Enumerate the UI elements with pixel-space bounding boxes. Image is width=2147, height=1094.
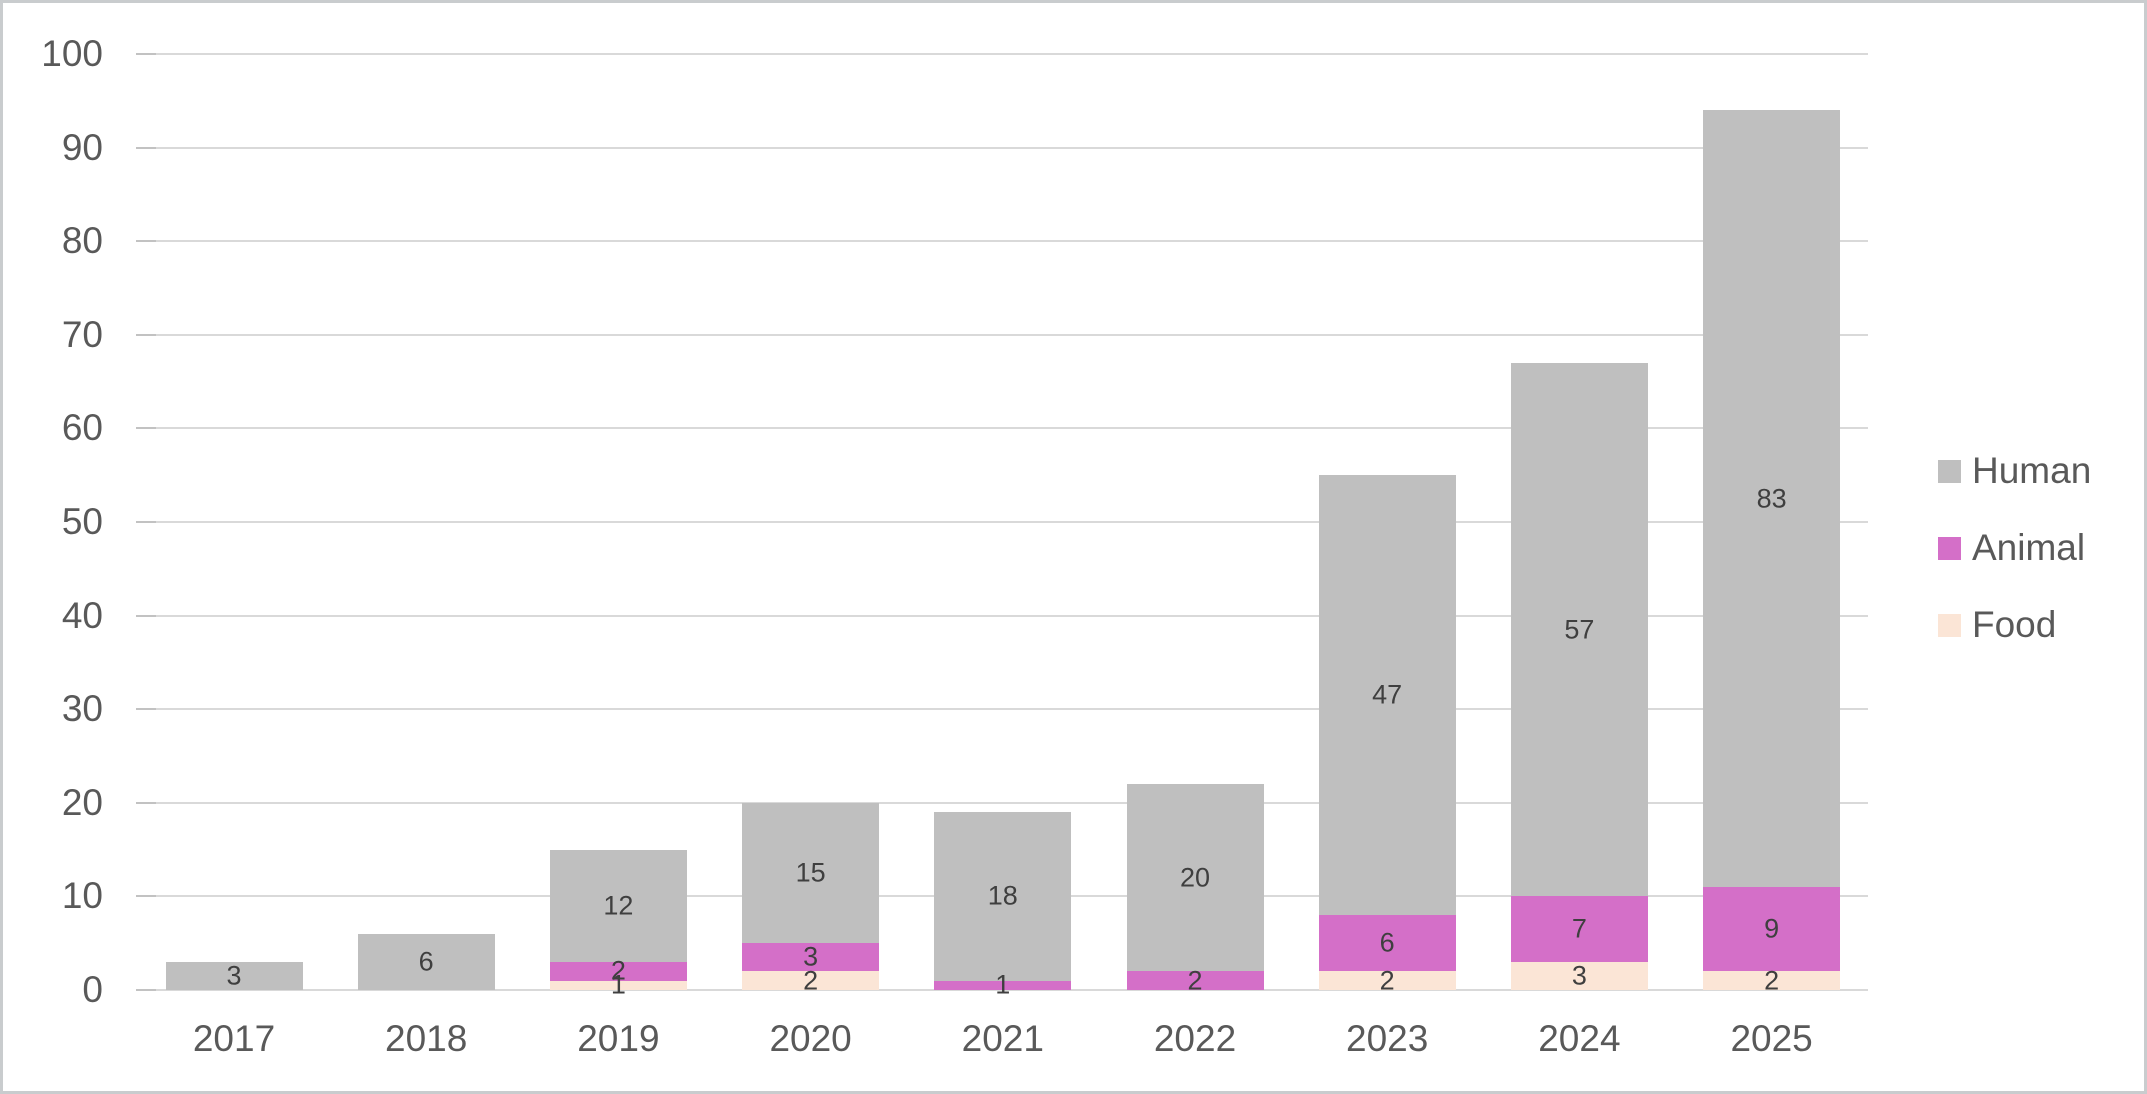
legend-swatch-food-icon xyxy=(1938,613,1961,637)
y-axis-tick xyxy=(136,521,156,523)
bar-segment-human-2017 xyxy=(165,961,303,990)
data-label-food-2020: 2 xyxy=(803,965,819,996)
y-axis-label: 80 xyxy=(61,220,103,262)
data-label-human-2017: 3 xyxy=(226,960,242,991)
bar-segment-animal-2025 xyxy=(1703,887,1841,972)
data-label-human-2022: 20 xyxy=(1179,862,1211,893)
legend-label-food: Food xyxy=(1972,604,2057,645)
data-label-animal-2023: 6 xyxy=(1379,927,1395,958)
bar-segment-human-2020 xyxy=(742,802,880,944)
bar-segment-animal-2020 xyxy=(742,943,880,972)
y-axis-tick xyxy=(136,240,156,243)
gridline-y-40 xyxy=(136,614,1868,617)
bar-segment-food-2023 xyxy=(1318,971,1456,990)
y-axis-label: 60 xyxy=(61,407,103,449)
bar-segment-human-2025 xyxy=(1703,110,1841,888)
bar-segment-food-2025 xyxy=(1703,971,1841,990)
y-axis-tick xyxy=(136,801,156,804)
y-axis-label: 10 xyxy=(61,875,103,917)
y-axis-label: 30 xyxy=(61,688,103,730)
bar-segment-food-2019 xyxy=(549,980,687,990)
gridline-y-80 xyxy=(136,240,1868,243)
x-axis-label-2024: 2024 xyxy=(1538,1018,1621,1059)
bar-segment-animal-2019 xyxy=(549,961,687,981)
bar-segment-food-2024 xyxy=(1510,961,1648,990)
bar-segment-human-2024 xyxy=(1510,362,1648,897)
data-label-food-2019: 1 xyxy=(610,969,626,1000)
y-axis-tick xyxy=(136,53,156,55)
stacked-bar-chart: 0 10 20 30 40 50 60 70 80 90 100 2017 2018 2019 2020 20… xyxy=(3,3,2144,1091)
bar-segment-human-2018 xyxy=(357,933,495,990)
data-label-human-2025: 83 xyxy=(1756,483,1787,514)
x-axis-label-2023: 2023 xyxy=(1346,1018,1429,1059)
x-axis-label-2021: 2021 xyxy=(961,1018,1044,1059)
bar-segment-human-2021 xyxy=(934,812,1072,981)
legend-item-animal: Animal xyxy=(1938,527,2085,569)
y-axis-tick xyxy=(136,146,156,149)
gridline-y-50 xyxy=(136,521,1868,523)
data-label-human-2024: 57 xyxy=(1564,614,1595,645)
legend-swatch-human-icon xyxy=(1938,459,1961,483)
gridline-y-90 xyxy=(136,146,1868,149)
y-axis-label: 20 xyxy=(61,781,103,823)
bar-segment-food-2020 xyxy=(742,971,880,990)
data-label-human-2023: 47 xyxy=(1372,679,1403,710)
gridline-y-20 xyxy=(136,801,1868,804)
data-label-human-2020: 15 xyxy=(795,857,826,888)
bar-segment-human-2023 xyxy=(1318,475,1456,916)
data-label-food-2024: 3 xyxy=(1571,960,1587,991)
x-axis-label-2018: 2018 xyxy=(385,1018,468,1059)
data-label-animal-2025: 9 xyxy=(1764,913,1780,944)
y-axis-tick xyxy=(136,989,156,991)
bar-segment-human-2019 xyxy=(549,849,687,962)
data-label-human-2018: 6 xyxy=(418,946,434,977)
x-axis-label-2022: 2022 xyxy=(1153,1018,1237,1059)
data-label-food-2023: 2 xyxy=(1379,965,1395,996)
y-axis-tick xyxy=(136,708,156,711)
y-axis-tick xyxy=(136,333,156,336)
data-label-animal-2022: 2 xyxy=(1187,965,1203,996)
y-axis-label: 50 xyxy=(61,501,103,542)
bar-segment-animal-2023 xyxy=(1318,915,1456,972)
data-label-animal-2021: 1 xyxy=(995,969,1011,1000)
gridline-y-0 xyxy=(136,989,1868,991)
data-label-human-2021: 18 xyxy=(987,880,1018,911)
y-axis-label: 100 xyxy=(41,33,103,74)
data-label-human-2019: 12 xyxy=(603,890,634,921)
bar-segment-animal-2021 xyxy=(934,980,1072,990)
legend-item-human: Human xyxy=(1938,450,2091,492)
x-axis-label-2020: 2020 xyxy=(769,1018,852,1059)
bar-segment-human-2022 xyxy=(1126,784,1264,972)
legend-label-human: Human xyxy=(1972,450,2092,491)
legend-item-food: Food xyxy=(1938,604,2056,646)
x-axis-label-2025: 2025 xyxy=(1730,1018,1813,1059)
y-axis-label: 40 xyxy=(61,594,103,636)
y-axis-label: 0 xyxy=(82,969,103,1010)
gridline-y-70 xyxy=(136,333,1868,336)
gridline-y-60 xyxy=(136,427,1868,430)
data-label-animal-2020: 3 xyxy=(803,941,819,972)
data-label-food-2025: 2 xyxy=(1764,965,1780,996)
y-axis-tick xyxy=(136,895,156,898)
gridline-y-30 xyxy=(136,708,1868,711)
y-axis-tick xyxy=(136,427,156,430)
y-axis-tick xyxy=(136,614,156,617)
legend-label-animal: Animal xyxy=(1972,527,2086,568)
legend-swatch-animal-icon xyxy=(1938,536,1961,560)
bar-segment-animal-2022 xyxy=(1126,971,1264,990)
y-axis-label: 70 xyxy=(61,313,103,355)
gridline-y-100 xyxy=(136,53,1868,55)
bar-segment-animal-2024 xyxy=(1510,896,1648,962)
data-label-animal-2019: 2 xyxy=(610,955,626,986)
x-axis-label-2019: 2019 xyxy=(577,1018,660,1059)
data-label-animal-2024: 7 xyxy=(1571,913,1587,944)
y-axis-label: 90 xyxy=(61,126,103,168)
x-axis-label-2017: 2017 xyxy=(192,1018,276,1059)
